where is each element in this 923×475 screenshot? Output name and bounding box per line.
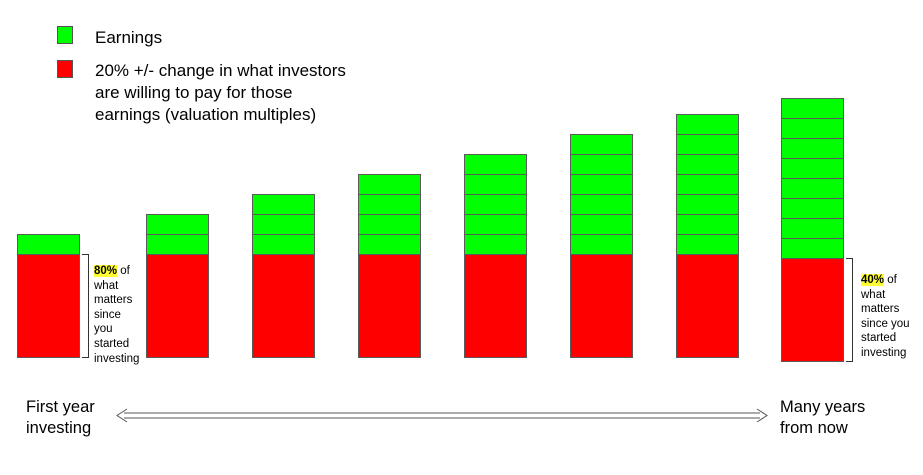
axis-label-end: Many years from now: [780, 398, 866, 437]
right-annotation: 40% of what matters since you started in…: [861, 273, 923, 361]
earnings-segment: [358, 174, 421, 194]
earnings-segment: [676, 214, 739, 234]
earnings-segment: [252, 194, 315, 214]
valuation-segment: [17, 254, 80, 358]
left-annotation-highlight: 80%: [94, 265, 118, 277]
earnings-segment: [570, 174, 633, 194]
earnings-segment: [252, 234, 315, 254]
earnings-segment: [464, 174, 527, 194]
earnings-segment: [781, 198, 844, 218]
earnings-segment: [17, 234, 80, 254]
earnings-segment: [781, 158, 844, 178]
earnings-segment: [358, 214, 421, 234]
valuation-segment: [464, 254, 527, 358]
right-annotation-text: of what matters since you started invest…: [861, 274, 910, 359]
earnings-segment: [570, 214, 633, 234]
earnings-segment: [358, 194, 421, 214]
earnings-segment: [570, 134, 633, 154]
earnings-segment: [146, 214, 209, 234]
bar-8: [781, 98, 844, 362]
bar-4: [358, 174, 421, 358]
earnings-segment: [252, 214, 315, 234]
right-bracket: [846, 258, 853, 362]
right-annotation-highlight: 40%: [861, 274, 885, 286]
left-annotation: 80% of what matters since you started in…: [94, 264, 154, 366]
earnings-segment: [358, 234, 421, 254]
legend-swatch-valuation: [57, 60, 73, 78]
earnings-segment: [781, 98, 844, 118]
earnings-segment: [570, 194, 633, 214]
earnings-segment: [464, 194, 527, 214]
valuation-segment: [781, 258, 844, 362]
valuation-segment: [146, 254, 209, 358]
valuation-segment: [252, 254, 315, 358]
legend-label-earnings: Earnings: [95, 28, 163, 47]
axis-label-start: First year investing: [26, 398, 95, 437]
earnings-segment: [781, 138, 844, 158]
earnings-segment: [676, 234, 739, 254]
valuation-segment: [570, 254, 633, 358]
earnings-segment: [781, 118, 844, 138]
bar-1: [17, 234, 80, 358]
bar-6: [570, 134, 633, 358]
earnings-segment: [676, 114, 739, 134]
earnings-segment: [781, 218, 844, 238]
earnings-segment: [570, 154, 633, 174]
legend-swatch-earnings: [57, 26, 73, 44]
bar-7: [676, 114, 739, 358]
earnings-segment: [781, 178, 844, 198]
bar-3: [252, 194, 315, 358]
left-bracket: [82, 254, 89, 358]
earnings-segment: [464, 154, 527, 174]
earnings-segment: [676, 194, 739, 214]
earnings-segment: [146, 234, 209, 254]
earnings-segment: [676, 154, 739, 174]
earnings-segment: [464, 234, 527, 254]
valuation-segment: [676, 254, 739, 358]
bar-2: [146, 214, 209, 358]
earnings-segment: [464, 214, 527, 234]
earnings-segment: [781, 238, 844, 258]
earnings-segment: [676, 134, 739, 154]
left-annotation-text: of what matters since you started invest…: [94, 265, 140, 365]
earnings-segment: [676, 174, 739, 194]
valuation-segment: [358, 254, 421, 358]
legend-label-valuation: 20% +/- change in what investors are wil…: [95, 61, 346, 124]
bar-5: [464, 154, 527, 358]
earnings-segment: [570, 234, 633, 254]
